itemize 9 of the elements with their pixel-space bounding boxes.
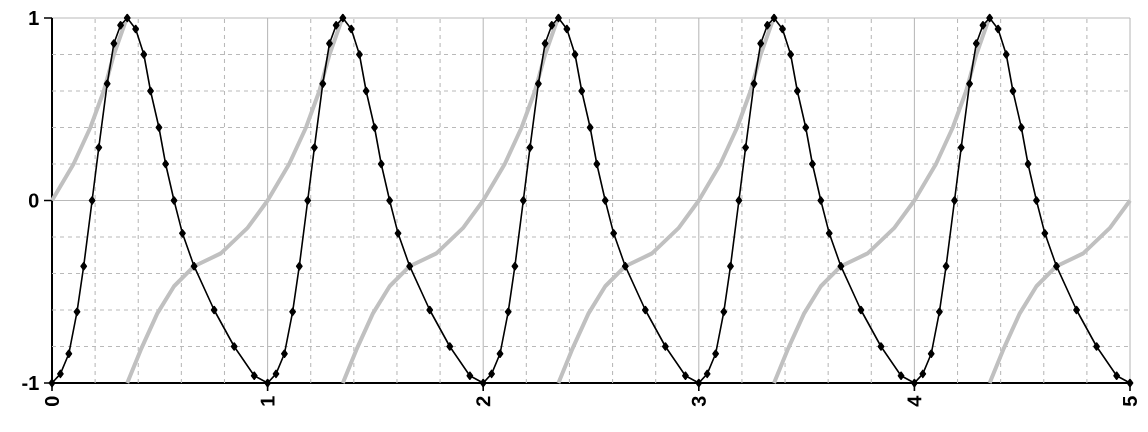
x-tick-label: 3 <box>691 396 706 407</box>
y-tick-label: 1 <box>29 11 39 25</box>
x-tick-label: 2 <box>476 396 491 407</box>
x-tick-label: 0 <box>44 396 60 407</box>
y-tick-label: -1 <box>22 376 39 390</box>
x-tick-label: 5 <box>1123 396 1137 407</box>
x-tick-label: 4 <box>907 395 922 407</box>
y-tick-label: 0 <box>28 193 39 208</box>
x-tick-label: 1 <box>260 396 275 406</box>
